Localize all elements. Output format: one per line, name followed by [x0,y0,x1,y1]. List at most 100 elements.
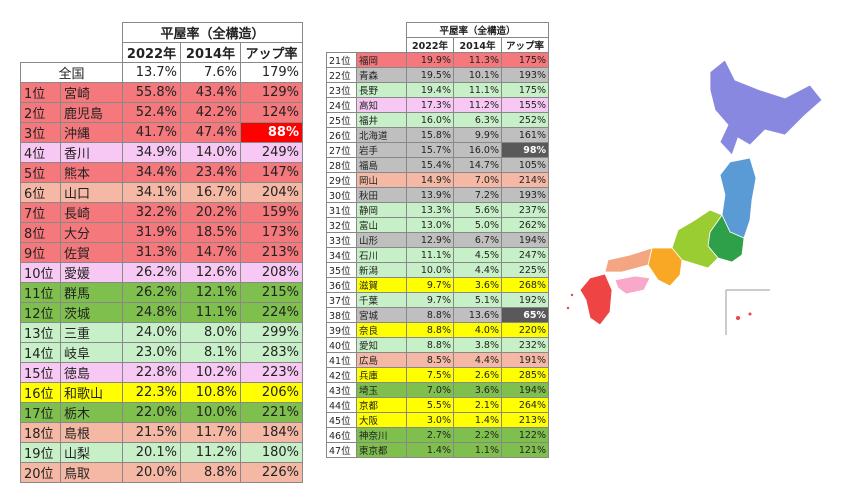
value-cell: 8.8% [180,462,241,483]
value-cell: 3.6% [453,277,502,293]
rank-cell: 6位 [20,182,61,203]
island [566,306,570,310]
value-cell: 7.2% [453,187,502,203]
chugoku [604,247,653,273]
value-cell: 10.0% [406,262,454,278]
value-cell: 16.0% [453,142,502,158]
value-cell: 249% [240,142,303,163]
value-cell: 121% [501,442,549,458]
rank-cell: 11位 [20,282,61,303]
prefecture-row: 22位 青森 19.5% 10.1% 193% [326,67,549,83]
value-cell: 14.9% [406,172,454,188]
value-cell: 1.1% [453,442,502,458]
prefecture-name: 滋賀 [356,277,407,293]
value-cell: 8.8% [406,337,454,353]
value-cell: 8.5% [406,352,454,368]
value-cell: 19.4% [406,82,454,98]
table-title: 平屋率（全構造） [406,22,549,38]
blank [327,23,357,38]
prefecture-row: 18位 島根 21.5% 11.7% 184% [20,422,303,443]
value-cell: 215% [240,282,303,303]
prefecture-name: 岐阜 [60,342,123,363]
prefecture-name: 兵庫 [356,367,407,383]
value-cell: 105% [501,157,549,173]
value-cell: 8.8% [406,307,454,323]
value-cell: 11.1% [180,302,241,323]
value-cell: 23.0% [122,342,181,363]
value-cell: 264% [501,397,549,413]
prefecture-row: 13位 三重 24.0% 8.0% 299% [20,322,303,343]
prefecture-name: 秋田 [356,187,407,203]
prefecture-name: 広島 [356,352,407,368]
value-cell: 41.7% [122,122,181,143]
value-cell: 193% [501,67,549,83]
value-cell: 213% [501,412,549,428]
prefecture-row: 19位 山梨 20.1% 11.2% 180% [20,442,303,463]
value-cell: 175% [501,52,549,68]
value-cell: 214% [501,172,549,188]
prefecture-name: 福井 [356,112,407,128]
value-cell: 155% [501,97,549,113]
blank [357,23,407,38]
prefecture-row: 3位 沖縄 41.7% 47.4% 88% [20,122,303,143]
prefecture-row: 39位 奈良 8.8% 4.0% 220% [326,322,549,338]
value-cell: 20.1% [122,442,181,463]
value-cell: 65% [501,307,549,323]
prefecture-name: 群馬 [60,282,123,303]
prefecture-row: 8位 大分 31.9% 18.5% 173% [20,222,303,243]
blank [21,23,61,43]
prefecture-row: 7位 長崎 32.2% 20.2% 159% [20,202,303,223]
value-cell: 22.0% [122,402,181,423]
value-cell: 16.0% [406,112,454,128]
prefecture-row: 9位 佐賀 31.3% 14.7% 213% [20,242,303,263]
prefecture-name: 山形 [356,232,407,248]
prefecture-row: 30位 秋田 13.9% 7.2% 193% [326,187,549,203]
rank-cell: 40位 [326,337,357,353]
value-cell: 15.7% [406,142,454,158]
value-cell: 175% [501,82,549,98]
prefecture-name: 東京都 [356,442,407,458]
value-cell: 179% [240,62,303,83]
column-header: 2022年 [406,37,454,53]
value-cell: 221% [240,402,303,423]
rank-cell: 17位 [20,402,61,423]
value-cell: 7.0% [453,172,502,188]
blank [357,38,407,53]
value-cell: 31.9% [122,222,181,243]
value-cell: 17.3% [406,97,454,113]
prefecture-row: 25位 福井 16.0% 6.3% 252% [326,112,549,128]
rank-cell: 4位 [20,142,61,163]
prefecture-row: 33位 山形 12.9% 6.7% 194% [326,232,549,248]
value-cell: 12.9% [406,232,454,248]
prefecture-name: 山口 [60,182,123,203]
value-cell: 12.6% [180,262,241,283]
value-cell: 124% [240,102,303,123]
value-cell: 11.7% [180,422,241,443]
prefecture-row: 4位 香川 34.9% 14.0% 249% [20,142,303,163]
prefecture-row: 34位 石川 11.1% 4.5% 247% [326,247,549,263]
rank-cell: 2位 [20,102,61,123]
prefecture-row: 45位 大阪 3.0% 1.4% 213% [326,412,549,428]
value-cell: 5.0% [453,217,502,233]
rank-cell: 18位 [20,422,61,443]
value-cell: 88% [240,122,303,143]
prefecture-name: 福島 [356,157,407,173]
rank-cell: 13位 [20,322,61,343]
value-cell: 208% [240,262,303,283]
value-cell: 42.2% [180,102,241,123]
value-cell: 47.4% [180,122,241,143]
value-cell: 19.9% [406,52,454,68]
value-cell: 191% [501,352,549,368]
rank-cell: 45位 [326,412,357,428]
prefecture-row: 2位 鹿児島 52.4% 42.2% 124% [20,102,303,123]
rank-cell: 31位 [326,202,357,218]
blank [61,43,123,63]
value-cell: 20.2% [180,202,241,223]
prefecture-name: 長野 [356,82,407,98]
value-cell: 9.7% [406,277,454,293]
value-cell: 5.1% [453,292,502,308]
value-cell: 159% [240,202,303,223]
value-cell: 213% [240,242,303,263]
value-cell: 14.0% [180,142,241,163]
